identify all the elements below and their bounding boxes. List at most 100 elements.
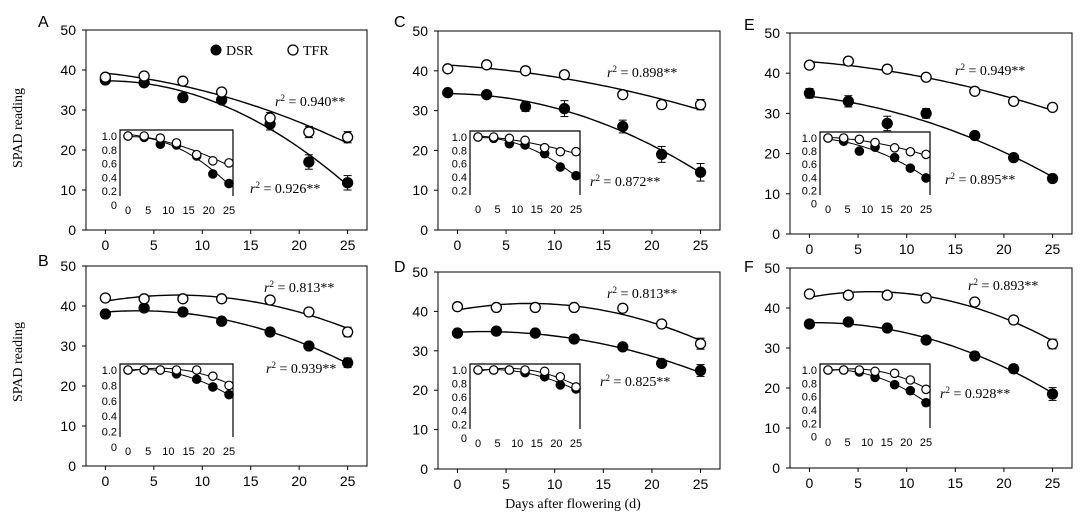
data-point <box>694 364 707 377</box>
inset-x-tick-label: 0 <box>125 446 131 458</box>
x-tick-label: 20 <box>644 237 660 253</box>
inset-series-tfr <box>823 365 931 395</box>
data-point <box>529 327 541 339</box>
inset-y-tick-label: 1.0 <box>452 365 467 377</box>
inset-data-point <box>520 365 530 375</box>
data-point <box>138 293 150 305</box>
y-tick-label: 20 <box>764 380 780 396</box>
data-point <box>969 129 981 142</box>
inset-data-point <box>123 131 133 141</box>
legend-marker-tfr <box>287 44 299 56</box>
data-point <box>842 289 854 301</box>
inset-chart: 0.20.40.6 0.81.0 0 5 10 15 20 25 <box>452 130 582 216</box>
inset-y-tick-label: 0 <box>111 442 117 454</box>
inset-y-tick-label: 0.4 <box>802 405 817 417</box>
inset-frame <box>819 131 931 195</box>
x-tick-label: 5 <box>502 476 510 492</box>
data-point <box>1046 101 1059 114</box>
x-tick-label: 15 <box>948 241 964 257</box>
inset-x-tick-label: 5 <box>495 438 501 450</box>
y-tick-label: 40 <box>60 62 76 78</box>
inset-x-tick-label: 20 <box>550 204 562 216</box>
data-point <box>1008 151 1020 164</box>
inset-x-tick-label: 20 <box>900 437 912 449</box>
inset-y-tick-label: 1.0 <box>802 365 817 377</box>
plot-frame <box>789 32 1073 235</box>
inset-data-point <box>473 132 483 142</box>
inset-data-point <box>208 371 218 381</box>
inset-data-point <box>208 382 218 392</box>
x-axis-label: Days after flowering (d) <box>505 497 641 512</box>
inset-data-point <box>905 385 916 396</box>
inset-chart: 00.20.40.60.81.00 5 10 15 20 25 <box>102 363 235 458</box>
inset-data-point <box>889 152 900 163</box>
plot-frame <box>85 265 368 467</box>
y-tick-label: 10 <box>412 182 428 198</box>
inset-y-tick-label: 1.0 <box>102 365 117 377</box>
data-point <box>490 301 502 314</box>
x-tick-label: 0 <box>806 241 814 257</box>
inset-x-tick-label: 10 <box>162 446 174 458</box>
inset-y-tick-label: 0.8 <box>102 380 117 392</box>
inset-data-point <box>889 379 900 390</box>
data-point <box>303 306 315 318</box>
x-tick-label: 15 <box>243 237 259 253</box>
inset-x-tick-label: 15 <box>881 204 893 216</box>
inset-y-tick-label: 0.4 <box>802 172 817 184</box>
panel-letter: C <box>394 14 406 31</box>
r2-label: r2 = 0.928** <box>940 385 1010 402</box>
inset-y-tick-label: 0.4 <box>452 172 467 184</box>
r2-label: r2 = 0.939** <box>266 360 336 377</box>
x-tick-label: 25 <box>1045 241 1061 257</box>
data-point <box>177 293 189 305</box>
inset-series-tfr <box>123 131 234 168</box>
series-dsr <box>99 302 354 369</box>
inset-data-point <box>171 365 182 375</box>
x-tick-label: 0 <box>101 237 109 253</box>
data-point <box>568 333 580 345</box>
series-dsr <box>442 87 707 182</box>
x-tick-label: 5 <box>854 241 862 257</box>
y-tick-label: 30 <box>60 338 76 354</box>
data-point <box>558 102 571 115</box>
inset-series-tfr <box>123 365 234 391</box>
data-point <box>1008 95 1020 107</box>
x-tick-label: 25 <box>693 476 709 492</box>
y-tick-label: 50 <box>60 258 76 274</box>
data-point <box>442 87 454 99</box>
data-point <box>920 107 932 120</box>
y-tick-label: 10 <box>412 422 428 438</box>
r2-label: r2 = 0.940** <box>275 93 345 110</box>
inset-data-point <box>171 138 182 148</box>
inset-data-point <box>571 382 581 392</box>
inset-data-point <box>208 169 218 179</box>
inset-data-point <box>155 133 166 143</box>
data-point <box>803 59 816 71</box>
r2-label: r2 = 0.825** <box>600 373 670 390</box>
inset-y-tick-label: 0 <box>811 432 817 444</box>
inset-data-point <box>539 366 550 377</box>
data-point <box>99 308 112 320</box>
inset-x-tick-label: 0 <box>475 438 481 450</box>
inset-y-tick-label: 0.4 <box>452 406 467 418</box>
y-tick-label: 30 <box>764 340 780 356</box>
inset-chart: 00.20.40.60.81.00 5 10 15 20 25 <box>102 129 235 217</box>
inset-x-tick-label: 5 <box>145 205 151 217</box>
data-point <box>264 112 276 124</box>
inset-y-tick-label: 0.2 <box>452 185 467 197</box>
y-tick-label: 0 <box>772 226 780 242</box>
panel-letter: B <box>38 253 49 270</box>
data-point <box>341 326 354 338</box>
inset-data-point <box>854 146 865 156</box>
x-tick-label: 20 <box>291 237 307 253</box>
inset-data-point <box>823 133 833 143</box>
data-point <box>568 301 580 314</box>
inset-x-tick-label: 25 <box>920 437 932 449</box>
data-point <box>480 59 493 71</box>
inset-data-point <box>921 173 931 183</box>
inset-x-tick-label: 10 <box>162 205 174 217</box>
data-point <box>656 98 668 111</box>
series-tfr <box>99 70 354 144</box>
inset-data-point <box>473 365 483 375</box>
inset-data-point <box>555 371 566 382</box>
